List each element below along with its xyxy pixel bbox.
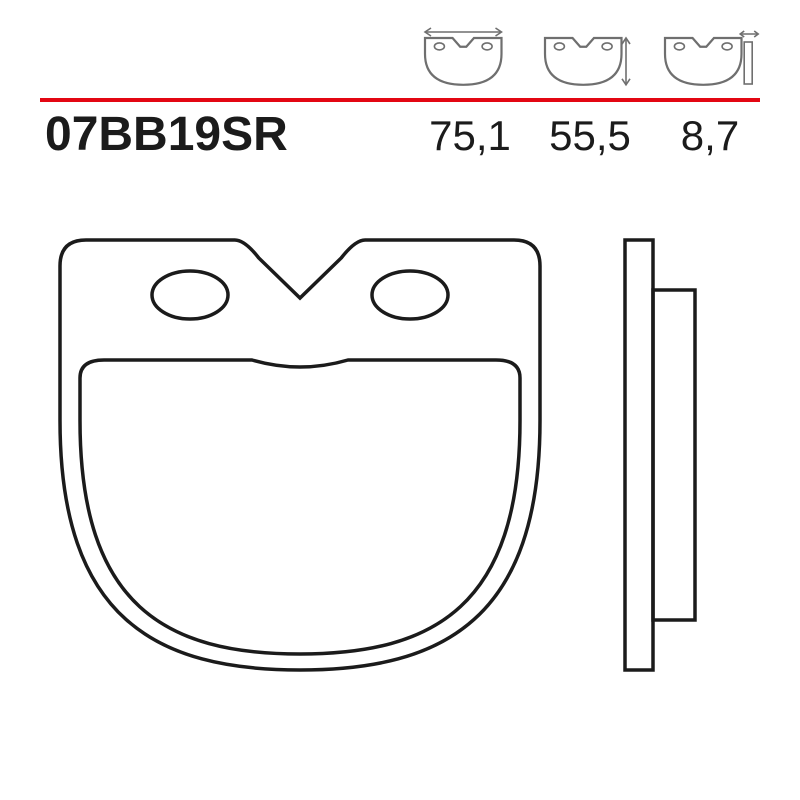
spec-value: 75,1 bbox=[429, 112, 511, 159]
spec-value: 55,5 bbox=[549, 112, 631, 159]
spec-values: 75,1 55,5 8,7 bbox=[429, 112, 739, 159]
spec-value: 8,7 bbox=[681, 112, 739, 159]
diagram-svg: 07BB19SR 75,1 55,5 8,7 bbox=[0, 0, 800, 800]
part-number: 07BB19SR bbox=[45, 108, 288, 161]
brake-pad-spec-diagram: 07BB19SR 75,1 55,5 8,7 bbox=[0, 0, 800, 800]
